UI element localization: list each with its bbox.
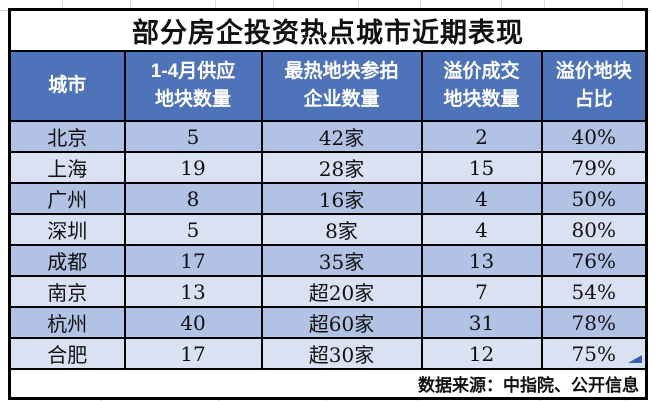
cell-premium-deals: 4 bbox=[420, 182, 543, 215]
selection-corner-handle-icon[interactable] bbox=[628, 355, 642, 363]
column-header-premium-deals: 溢价成交 地块数量 bbox=[420, 50, 543, 122]
cell-supply: 5 bbox=[123, 120, 263, 153]
cell-bidders: 超30家 bbox=[260, 337, 423, 370]
cell-premium-deals: 31 bbox=[420, 306, 543, 339]
sheet-gridline bbox=[130, 0, 131, 9]
sheet-gridline bbox=[215, 0, 216, 9]
cell-supply: 40 bbox=[123, 306, 263, 339]
cell-bidders: 35家 bbox=[260, 244, 423, 277]
column-header-city: 城市 bbox=[8, 50, 126, 122]
cell-city: 北京 bbox=[8, 120, 126, 153]
data-source-note: 数据来源：中指院、公开信息 bbox=[8, 368, 648, 399]
cell-premium-ratio: 79% bbox=[540, 151, 648, 184]
cell-bidders: 16家 bbox=[260, 182, 423, 215]
column-header-premium-ratio: 溢价地块 占比 bbox=[540, 50, 648, 122]
sheet-gridline bbox=[420, 0, 421, 9]
cell-premium-ratio: 76% bbox=[540, 244, 648, 277]
cell-bidders: 超60家 bbox=[260, 306, 423, 339]
table-row: 上海 19 28家 15 79% bbox=[8, 151, 648, 184]
cell-premium-deals: 2 bbox=[420, 120, 543, 153]
sheet-gridline bbox=[273, 0, 274, 9]
cell-bidders: 42家 bbox=[260, 120, 423, 153]
table-row: 成都 17 35家 13 76% bbox=[8, 244, 648, 277]
cell-premium-ratio: 78% bbox=[540, 306, 648, 339]
cell-bidders: 8家 bbox=[260, 213, 423, 246]
sheet-gridline bbox=[622, 0, 623, 9]
cell-premium-deals: 12 bbox=[420, 337, 543, 370]
cell-city: 南京 bbox=[8, 275, 126, 308]
header-row: 城市 1-4月供应 地块数量 最热地块参拍 企业数量 溢价成交 地块数量 溢价地… bbox=[8, 50, 648, 122]
table-row: 广州 8 16家 4 50% bbox=[8, 182, 648, 215]
column-header-bidders: 最热地块参拍 企业数量 bbox=[260, 50, 423, 122]
cell-bidders: 超20家 bbox=[260, 275, 423, 308]
cell-premium-deals: 7 bbox=[420, 275, 543, 308]
cell-premium-deals: 15 bbox=[420, 151, 543, 184]
cell-premium-ratio: 54% bbox=[540, 275, 648, 308]
table-row: 南京 13 超20家 7 54% bbox=[8, 275, 648, 308]
cell-supply: 5 bbox=[123, 213, 263, 246]
table-row: 合肥 17 超30家 12 75% bbox=[8, 337, 648, 370]
cell-premium-ratio: 75% bbox=[540, 337, 648, 370]
cell-city: 上海 bbox=[8, 151, 126, 184]
cell-premium-ratio: 50% bbox=[540, 182, 648, 215]
sheet-gridline bbox=[358, 0, 359, 9]
table-row: 深圳 5 8家 4 80% bbox=[8, 213, 648, 246]
table-row: 北京 5 42家 2 40% bbox=[8, 120, 648, 153]
sheet-gridline bbox=[0, 10, 8, 11]
cell-city: 合肥 bbox=[8, 337, 126, 370]
sheet-gridline bbox=[544, 0, 545, 9]
cell-supply: 17 bbox=[123, 337, 263, 370]
sheet-gridline bbox=[645, 10, 651, 11]
cell-bidders: 28家 bbox=[260, 151, 423, 184]
cell-city: 广州 bbox=[8, 182, 126, 215]
cell-premium-ratio: 40% bbox=[540, 120, 648, 153]
table-title: 部分房企投资热点城市近期表现 bbox=[8, 8, 648, 52]
hot-cities-table: 部分房企投资热点城市近期表现 城市 1-4月供应 地块数量 最热地块参拍 企业数… bbox=[8, 8, 648, 400]
cell-city: 深圳 bbox=[8, 213, 126, 246]
cell-premium-deals: 13 bbox=[420, 244, 543, 277]
cell-supply: 17 bbox=[123, 244, 263, 277]
cell-supply: 19 bbox=[123, 151, 263, 184]
sheet-gridline bbox=[62, 0, 63, 9]
cell-supply: 8 bbox=[123, 182, 263, 215]
cell-supply: 13 bbox=[123, 275, 263, 308]
sheet-gridline bbox=[501, 0, 502, 9]
table-row: 杭州 40 超60家 31 78% bbox=[8, 306, 648, 339]
cell-city: 杭州 bbox=[8, 306, 126, 339]
cell-city: 成都 bbox=[8, 244, 126, 277]
column-header-supply: 1-4月供应 地块数量 bbox=[123, 50, 263, 122]
cell-premium-ratio: 80% bbox=[540, 213, 648, 246]
cell-premium-deals: 4 bbox=[420, 213, 543, 246]
